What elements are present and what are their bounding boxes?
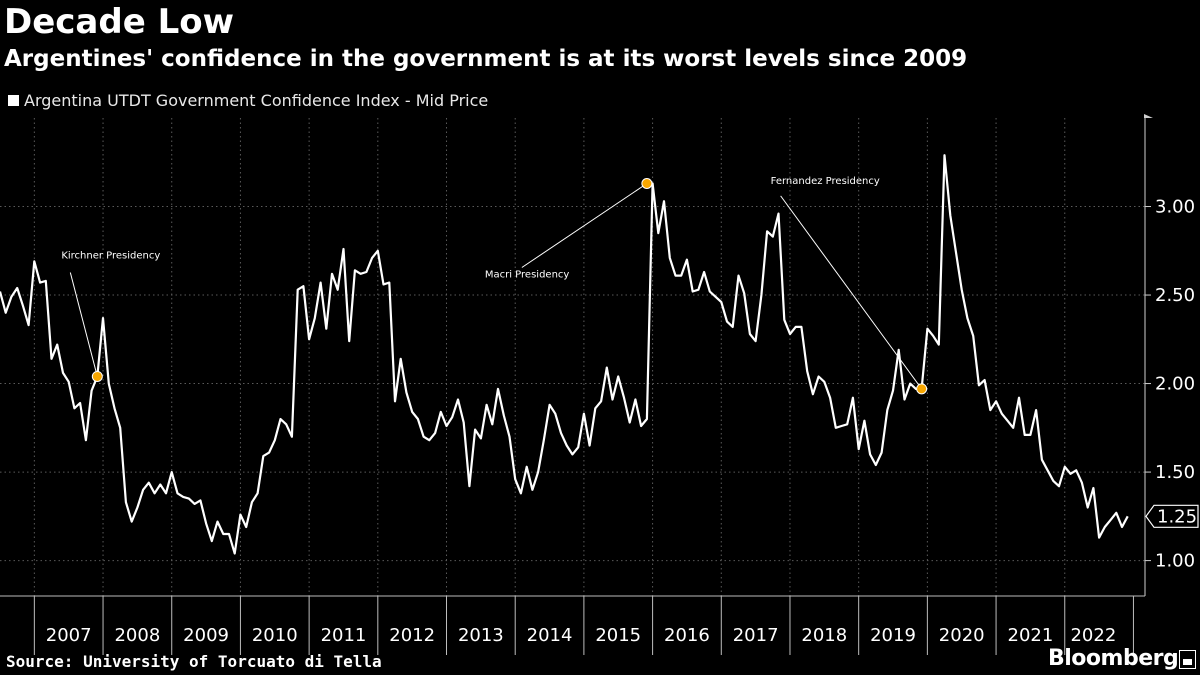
legend: Argentina UTDT Government Confidence Ind… xyxy=(8,91,488,110)
annotation-label: Macri Presidency xyxy=(485,270,570,281)
annotation-marker xyxy=(641,178,653,190)
last-value-box xyxy=(1145,504,1199,528)
x-tick-label: 2015 xyxy=(595,625,641,646)
annotation-label: Fernandez Presidency xyxy=(771,176,880,187)
x-tick-label: 2009 xyxy=(183,625,229,646)
x-tick-label: 2011 xyxy=(321,625,367,646)
x-tick-label: 2016 xyxy=(664,625,710,646)
x-tick-label: 2010 xyxy=(252,625,298,646)
legend-label: Argentina UTDT Government Confidence Ind… xyxy=(24,91,489,110)
brand-logo: Bloomberg xyxy=(1048,646,1179,671)
annotation-marker xyxy=(91,370,103,382)
x-tick-label: 2019 xyxy=(870,625,916,646)
annotation-marker xyxy=(916,383,928,395)
x-tick-label: 2017 xyxy=(733,625,779,646)
x-tick-label: 2007 xyxy=(46,625,92,646)
y-tick-label: 1.00 xyxy=(1155,551,1195,572)
x-tick-label: 2008 xyxy=(114,625,160,646)
last-value-label: 1.25 xyxy=(1157,506,1197,527)
series-line xyxy=(0,154,1129,555)
last-value-flag: 1.25 xyxy=(1145,504,1199,528)
annotation-leader xyxy=(69,272,98,377)
y-tick-label: 2.50 xyxy=(1155,285,1195,306)
x-tick-label: 2022 xyxy=(1070,625,1116,646)
y-axis-arrow xyxy=(1144,114,1153,118)
annotation-markers xyxy=(91,178,928,395)
grid xyxy=(0,118,1145,596)
x-tick-label: 2014 xyxy=(527,625,573,646)
legend-swatch xyxy=(8,95,19,106)
x-tick-label: 2013 xyxy=(458,625,504,646)
x-tick-label: 2012 xyxy=(389,625,435,646)
x-tick-label: 2018 xyxy=(801,625,847,646)
x-tick-label: 2020 xyxy=(939,625,985,646)
axes xyxy=(0,114,1153,655)
x-tick-label: 2021 xyxy=(1008,625,1054,646)
x-axis-labels: 2007 2008 2009 2010 2011 2012 2013 2014 2015 2016… xyxy=(46,625,1116,646)
annotations: Kirchner Presidency Macri Presidency Ferna… xyxy=(61,176,923,390)
annotation-leader xyxy=(521,183,648,268)
chart-title: Decade Low xyxy=(4,2,235,42)
y-tick-label: 2.00 xyxy=(1155,374,1195,395)
source-note: Source: University of Torcuato di Tella xyxy=(6,652,382,671)
annotation-label: Kirchner Presidency xyxy=(61,250,160,261)
chart-subtitle: Argentines' confidence in the government… xyxy=(4,46,968,72)
y-tick-label: 3.00 xyxy=(1155,197,1195,218)
bloomberg-terminal-icon xyxy=(1179,650,1196,669)
y-tick-label: 1.50 xyxy=(1155,462,1195,483)
y-axis-labels: 1.00 1.50 2.00 2.50 3.00 xyxy=(1155,197,1195,572)
